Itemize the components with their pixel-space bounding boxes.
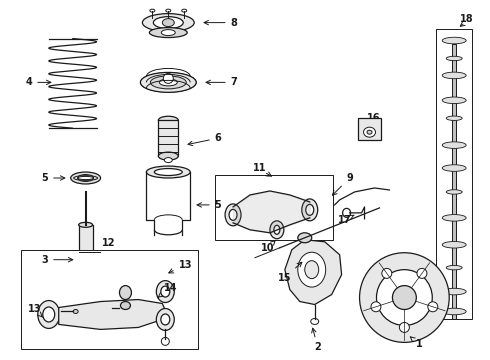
Ellipse shape [147,166,190,178]
Ellipse shape [306,204,314,215]
Ellipse shape [154,168,182,176]
Ellipse shape [442,288,466,295]
Ellipse shape [43,307,55,322]
Text: 10: 10 [261,243,275,253]
Circle shape [399,323,409,332]
Ellipse shape [158,116,178,124]
Ellipse shape [298,252,326,287]
Bar [436,28,472,319]
Ellipse shape [442,242,466,248]
Text: 7: 7 [206,77,238,87]
Ellipse shape [161,314,170,325]
Ellipse shape [159,79,177,86]
Text: 2: 2 [312,328,321,352]
Ellipse shape [77,301,94,315]
Ellipse shape [73,310,78,314]
Ellipse shape [143,14,194,32]
Ellipse shape [120,285,131,300]
Ellipse shape [149,28,187,37]
Ellipse shape [78,292,93,297]
Text: 13: 13 [28,305,43,317]
Ellipse shape [442,215,466,221]
Ellipse shape [446,56,462,61]
Ellipse shape [442,165,466,171]
Ellipse shape [77,175,94,181]
Ellipse shape [446,116,462,121]
Ellipse shape [150,9,155,12]
Ellipse shape [161,286,170,297]
Text: 8: 8 [204,18,238,28]
Circle shape [417,269,427,278]
Ellipse shape [121,302,130,310]
Text: 6: 6 [188,133,221,146]
Bar [452,44,456,319]
Ellipse shape [442,72,466,79]
Ellipse shape [156,280,174,302]
Ellipse shape [164,158,172,163]
Ellipse shape [161,337,169,345]
Ellipse shape [162,19,174,27]
Text: 4: 4 [25,77,51,87]
Text: 9: 9 [332,173,353,195]
Ellipse shape [229,210,237,220]
Bar [78,225,93,294]
Circle shape [376,270,432,325]
Circle shape [392,285,416,310]
Ellipse shape [274,225,280,234]
Text: 15: 15 [278,262,302,283]
Ellipse shape [305,261,318,279]
Ellipse shape [71,172,100,184]
Text: 1: 1 [410,337,423,349]
Ellipse shape [367,130,372,134]
Ellipse shape [163,73,173,84]
Circle shape [360,253,449,342]
Ellipse shape [182,9,187,12]
Circle shape [382,269,392,278]
Ellipse shape [311,319,319,324]
Ellipse shape [38,301,60,328]
Text: 11: 11 [253,163,267,173]
Text: 14: 14 [158,283,177,297]
Ellipse shape [364,127,375,137]
Text: 5: 5 [197,200,221,210]
Bar [21,250,198,349]
Ellipse shape [141,72,196,92]
Text: 3: 3 [41,255,73,265]
Ellipse shape [270,221,284,239]
Ellipse shape [343,208,350,217]
Ellipse shape [166,9,171,12]
Ellipse shape [82,305,89,310]
Circle shape [371,302,381,312]
Text: 12: 12 [102,238,115,248]
Text: 13: 13 [169,260,192,273]
Ellipse shape [442,37,466,44]
Polygon shape [59,300,168,329]
Ellipse shape [156,309,174,330]
Ellipse shape [298,233,312,243]
Ellipse shape [225,204,241,226]
Ellipse shape [442,142,466,148]
Ellipse shape [158,152,178,160]
Circle shape [428,302,438,312]
Text: 18: 18 [460,14,474,24]
Ellipse shape [153,17,183,28]
Text: 17: 17 [338,215,354,225]
Polygon shape [285,240,342,305]
Bar [358,118,382,140]
Ellipse shape [446,190,462,194]
Ellipse shape [150,76,186,89]
Ellipse shape [161,30,175,36]
Ellipse shape [446,265,462,270]
Text: 16: 16 [367,113,380,123]
Bar [158,120,178,156]
Ellipse shape [78,222,93,227]
Ellipse shape [442,97,466,104]
Bar [215,175,333,240]
Ellipse shape [302,199,318,221]
Text: 5: 5 [41,173,65,183]
Ellipse shape [442,308,466,315]
